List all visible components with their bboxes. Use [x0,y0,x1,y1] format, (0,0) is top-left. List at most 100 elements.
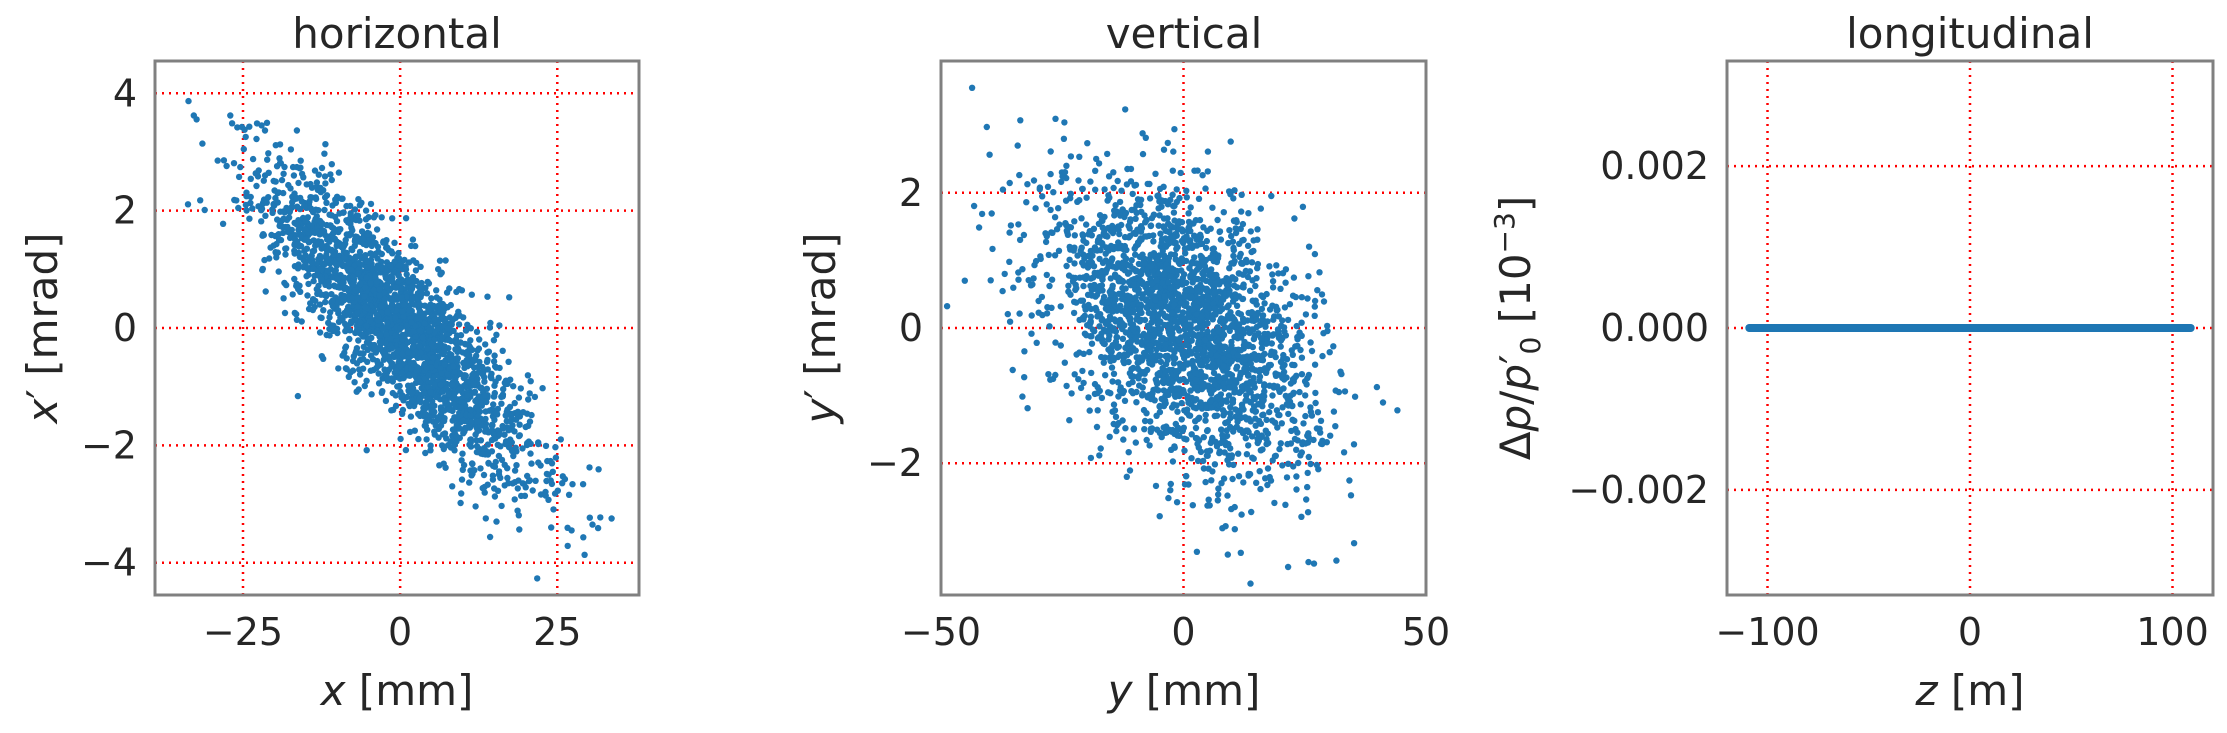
data-point-horizontal [527,450,534,457]
data-point-horizontal [498,393,505,400]
data-point-horizontal [333,218,341,225]
data-point-horizontal [467,344,474,351]
points-horizontal [184,97,615,582]
data-point-vertical [1006,229,1013,236]
data-point-vertical [1091,380,1099,388]
data-point-vertical [1196,346,1203,353]
data-point-vertical [1108,364,1116,371]
data-point-horizontal [548,524,555,531]
data-point-horizontal [425,280,433,287]
data-point-vertical [1159,279,1166,287]
data-point-vertical [1341,388,1349,395]
data-point-vertical [1235,270,1243,277]
data-point-vertical [1110,401,1118,408]
data-point-horizontal [243,207,250,214]
data-point-vertical [1224,418,1232,426]
data-point-horizontal [498,400,505,407]
data-point-horizontal [471,467,478,474]
data-point-vertical [1235,389,1243,396]
data-point-vertical [1073,285,1080,292]
data-point-vertical [1096,287,1103,295]
data-point-vertical [1231,187,1238,194]
data-point-vertical [1156,513,1163,520]
data-point-vertical [1148,214,1156,222]
data-point-vertical [1269,278,1277,285]
data-point-vertical [1087,258,1095,265]
data-point-horizontal [376,286,383,293]
data-point-vertical [1182,360,1190,367]
data-point-horizontal [460,430,467,437]
data-point-horizontal [262,288,269,295]
data-point-vertical [1105,389,1112,396]
data-point-horizontal [421,320,428,327]
data-point-vertical [1080,350,1087,357]
data-point-vertical [1159,247,1167,255]
data-point-horizontal [223,162,230,170]
data-point-vertical [1251,351,1258,358]
data-point-vertical [1311,361,1319,368]
data-point-horizontal [428,407,435,414]
data-point-vertical [1219,320,1227,327]
data-point-horizontal [227,112,234,119]
data-point-vertical [1122,344,1129,351]
data-point-vertical [1215,337,1222,344]
data-point-horizontal [408,242,415,250]
data-point-horizontal [276,155,283,162]
data-point-horizontal [420,313,427,320]
data-point-horizontal [401,332,408,340]
data-point-horizontal [320,307,327,314]
data-point-vertical [1153,412,1160,419]
data-point-vertical [1228,452,1236,459]
data-point-vertical [1394,407,1401,414]
data-point-horizontal [406,428,414,436]
data-point-vertical [1087,178,1094,185]
data-point-vertical [1137,306,1144,313]
x-tick-label-horizontal: 0 [388,610,412,654]
data-point-horizontal [397,324,404,332]
data-point-vertical [1086,322,1093,330]
data-point-horizontal [348,318,355,325]
data-point-vertical [961,277,968,284]
data-point-horizontal [511,399,518,407]
data-point-vertical [1063,382,1070,390]
data-point-horizontal [326,211,333,218]
data-point-vertical [1116,276,1124,283]
data-point-horizontal [332,260,339,267]
data-point-horizontal [323,192,331,199]
data-point-horizontal [425,306,432,314]
data-point-horizontal [253,120,261,127]
data-point-horizontal [459,417,467,425]
data-point-vertical [1151,331,1159,338]
data-point-vertical [1192,424,1200,432]
data-point-horizontal [473,437,480,444]
data-point-vertical [1092,247,1099,254]
data-point-vertical [1104,307,1112,314]
data-point-horizontal [491,416,498,423]
data-point-horizontal [450,363,457,370]
data-point-vertical [1228,358,1235,365]
data-point-vertical [1238,208,1245,215]
data-point-horizontal [298,318,305,325]
data-point-vertical [1257,447,1265,454]
data-point-vertical [1218,480,1225,487]
data-point-horizontal [247,199,254,207]
data-point-horizontal [505,358,512,365]
data-point-vertical [1087,282,1094,290]
data-point-horizontal [353,253,360,260]
data-point-vertical [1181,435,1188,442]
data-point-horizontal [375,370,382,377]
data-point-vertical [1273,262,1280,269]
data-point-vertical [1202,244,1210,252]
data-point-vertical [1333,557,1340,564]
data-point-horizontal [249,205,256,212]
data-point-vertical [1227,138,1234,145]
data-point-vertical [1230,195,1237,202]
data-point-horizontal [493,331,500,338]
data-point-vertical [1147,222,1155,229]
data-point-horizontal [323,199,330,206]
data-point-vertical [1063,262,1070,270]
data-point-vertical [1141,426,1148,433]
data-point-horizontal [279,229,287,237]
data-point-horizontal [328,161,335,168]
data-point-vertical [1157,358,1165,366]
